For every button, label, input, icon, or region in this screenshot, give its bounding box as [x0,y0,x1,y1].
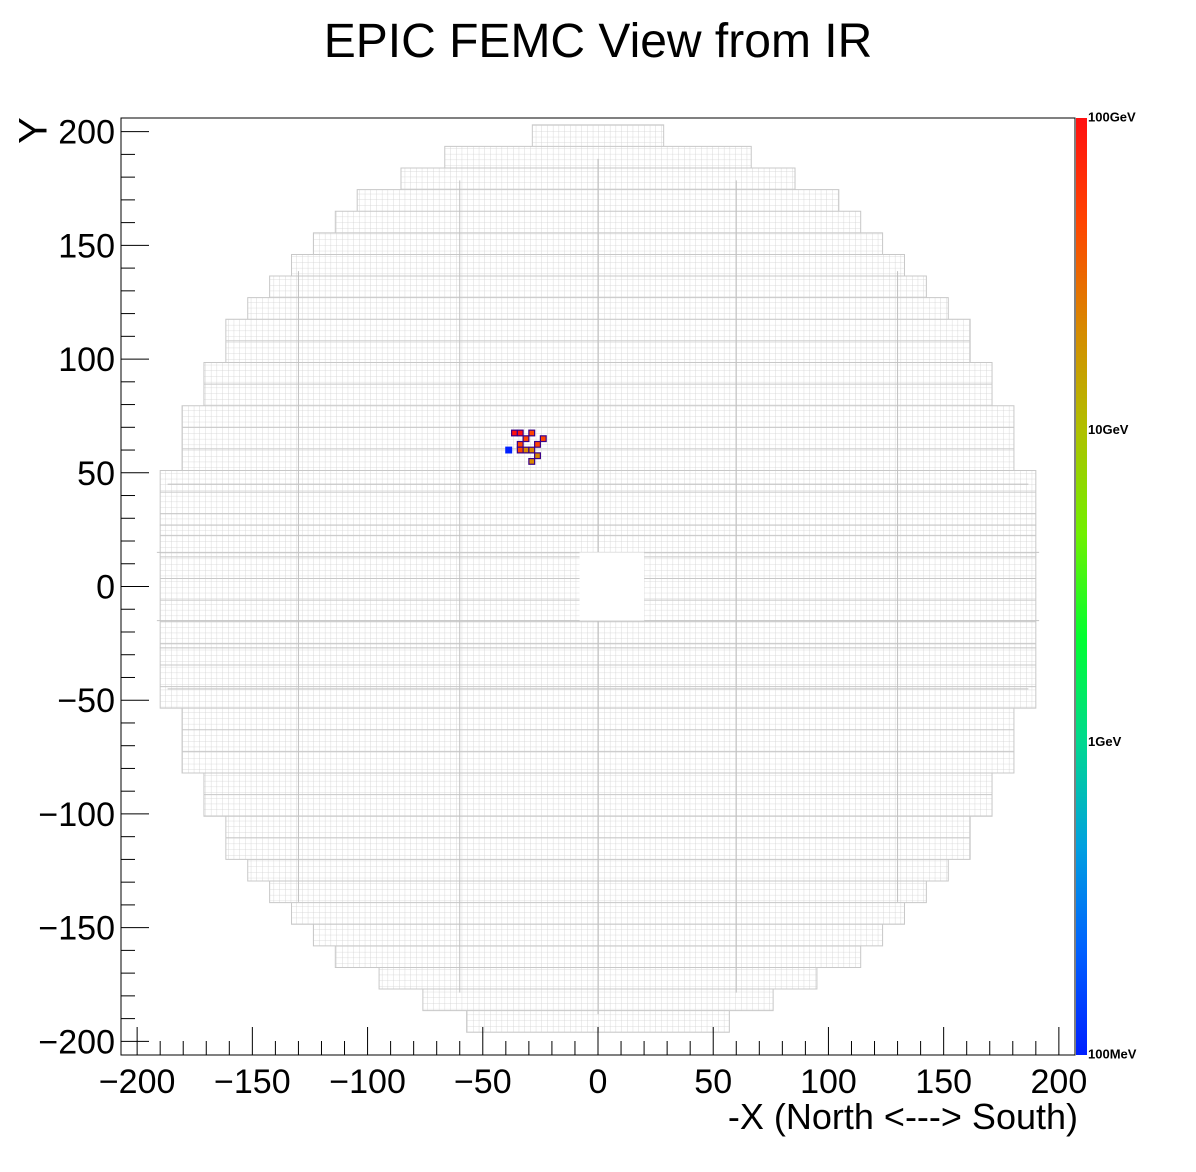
y-tick-label: 200 [58,114,115,152]
hit-cell [534,440,541,448]
colorbar-label: 1GeV [1088,734,1122,749]
y-tick-label: −200 [38,1023,115,1061]
x-tick-label: 100 [800,1063,857,1101]
x-axis: −200 −150 −100 −50 0 50 100 150 200 [99,1027,1087,1101]
x-tick-label: −150 [214,1063,291,1101]
colorbar-label: 100GeV [1088,109,1136,124]
hits-layer [505,429,547,465]
hit-cell [528,446,536,454]
hit-cell [516,446,524,454]
colorbar-label: 100MeV [1088,1046,1137,1061]
colorbar-gradient [1076,118,1087,1055]
hit-cell [510,429,518,437]
x-axis-label: -X (North <---> South) [727,1096,1078,1137]
colorbar: 100GeV 10GeV 1GeV 100MeV [1076,109,1137,1061]
y-tick-label: 50 [77,455,115,493]
x-tick-label: 0 [589,1063,608,1101]
y-tick-label: −100 [38,796,115,834]
hit-cell [516,429,524,437]
y-tick-label: −150 [38,910,115,948]
hit-cell [528,429,536,437]
hit-cell [534,452,541,460]
hit-cell [539,435,547,443]
hit-cell [516,440,524,448]
x-tick-label: 200 [1031,1063,1088,1101]
colorbar-label: 10GeV [1088,422,1129,437]
hit-cell [505,446,513,454]
x-tick-label: −200 [99,1063,176,1101]
hit-cell [522,446,530,454]
chart-title: EPIC FEMC View from IR [323,15,873,68]
hit-cell [528,457,536,465]
x-tick-label: −50 [454,1063,512,1101]
x-tick-label: −100 [329,1063,406,1101]
hit-cell [522,435,530,443]
x-tick-label: 150 [915,1063,972,1101]
y-tick-label: 100 [58,341,115,379]
detector-layer [156,124,1040,1033]
x-tick-label: 50 [694,1063,732,1101]
y-tick-label: 0 [96,569,115,607]
y-tick-label: 150 [58,227,115,265]
beam-hole [579,552,645,621]
y-tick-label: −50 [57,682,115,720]
y-axis: −200 −150 −100 −50 0 50 100 150 200 [38,114,149,1061]
